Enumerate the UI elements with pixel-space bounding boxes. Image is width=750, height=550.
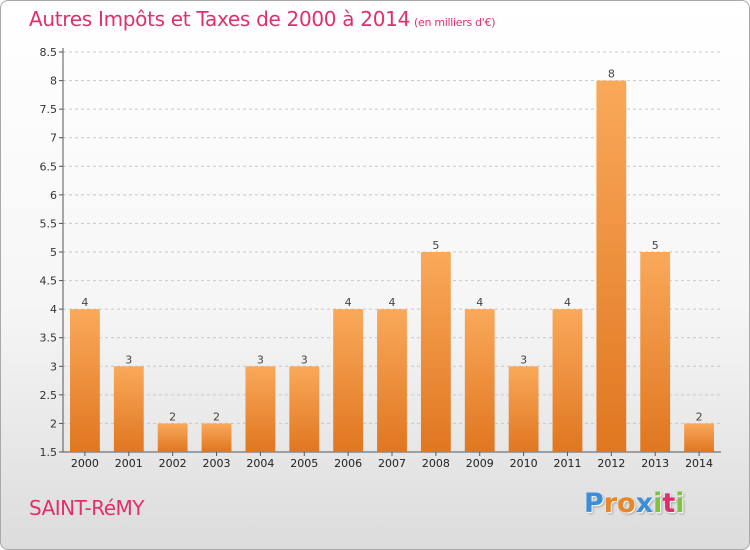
- data-label: 4: [389, 296, 396, 309]
- bar: [157, 423, 188, 452]
- y-tick-label: 4.5: [40, 275, 58, 288]
- data-label: 5: [652, 239, 659, 252]
- x-tick-label: 2004: [246, 457, 274, 470]
- x-tick-label: 2013: [641, 457, 669, 470]
- x-tick-label: 2006: [334, 457, 362, 470]
- chart-title-text: Autres Impôts et Taxes de 2000 à 2014: [29, 7, 410, 31]
- data-label: 4: [564, 296, 571, 309]
- data-label: 4: [476, 296, 483, 309]
- data-label: 4: [345, 296, 352, 309]
- bar: [552, 309, 583, 452]
- y-tick-label: 7.5: [40, 103, 58, 116]
- logo-letter: i: [675, 488, 685, 519]
- y-tick-label: 8: [50, 75, 57, 88]
- y-tick-label: 3: [50, 360, 57, 373]
- bar: [377, 309, 407, 452]
- bar: [464, 309, 495, 452]
- x-tick-label: 2008: [422, 457, 450, 470]
- bar: [420, 252, 451, 452]
- proxiti-logo: Proxiti: [584, 488, 685, 519]
- x-tick-label: 2012: [597, 457, 625, 470]
- chart-subtitle: (en milliers d'€): [414, 16, 496, 29]
- logo-letter: x: [635, 488, 654, 519]
- logo-letter: t: [662, 488, 676, 519]
- x-tick-label: 2007: [378, 457, 406, 470]
- y-tick-label: 2: [50, 417, 57, 430]
- x-tick-label: 2002: [159, 457, 187, 470]
- bar: [113, 366, 144, 452]
- bar: [201, 423, 232, 452]
- y-tick-label: 8.5: [40, 46, 58, 59]
- x-tick-label: 2011: [553, 457, 581, 470]
- y-tick-label: 4: [50, 303, 57, 316]
- data-label: 3: [301, 353, 308, 366]
- y-tick-label: 1.5: [40, 446, 58, 459]
- y-tick-label: 6.5: [40, 160, 58, 173]
- bar: [640, 252, 671, 452]
- y-tick-label: 6: [50, 189, 57, 202]
- bar: [508, 366, 539, 452]
- y-tick-label: 3.5: [40, 332, 58, 345]
- data-label: 4: [81, 296, 88, 309]
- bar: [289, 366, 320, 452]
- x-tick-label: 2010: [510, 457, 538, 470]
- x-tick-label: 2005: [290, 457, 318, 470]
- data-label: 3: [257, 353, 264, 366]
- data-label: 2: [213, 410, 220, 423]
- data-label: 3: [520, 353, 527, 366]
- data-label: 2: [169, 410, 176, 423]
- y-tick-label: 5: [50, 246, 57, 259]
- logo-letter: r: [603, 488, 618, 519]
- bar: [333, 309, 364, 452]
- x-tick-label: 2001: [115, 457, 143, 470]
- data-label: 5: [432, 239, 439, 252]
- data-label: 2: [696, 410, 703, 423]
- data-label: 3: [125, 353, 132, 366]
- x-tick-label: 2009: [466, 457, 494, 470]
- bar: [596, 80, 627, 453]
- logo-letter: o: [617, 488, 636, 519]
- y-tick-label: 7: [50, 132, 57, 145]
- x-tick-label: 2003: [203, 457, 231, 470]
- chart-title: Autres Impôts et Taxes de 2000 à 2014 (en…: [29, 7, 495, 31]
- bar: [70, 309, 100, 452]
- bar: [684, 423, 714, 452]
- y-tick-label: 2.5: [40, 389, 58, 402]
- logo-letter: P: [584, 488, 604, 519]
- x-tick-label: 2000: [71, 457, 99, 470]
- x-tick-label: 2014: [685, 457, 713, 470]
- data-label: 8: [608, 68, 615, 81]
- commune-name: SAINT-RéMY: [29, 496, 144, 520]
- y-tick-label: 5.5: [40, 217, 58, 230]
- logo-letter: i: [653, 488, 663, 519]
- bar: [245, 366, 276, 452]
